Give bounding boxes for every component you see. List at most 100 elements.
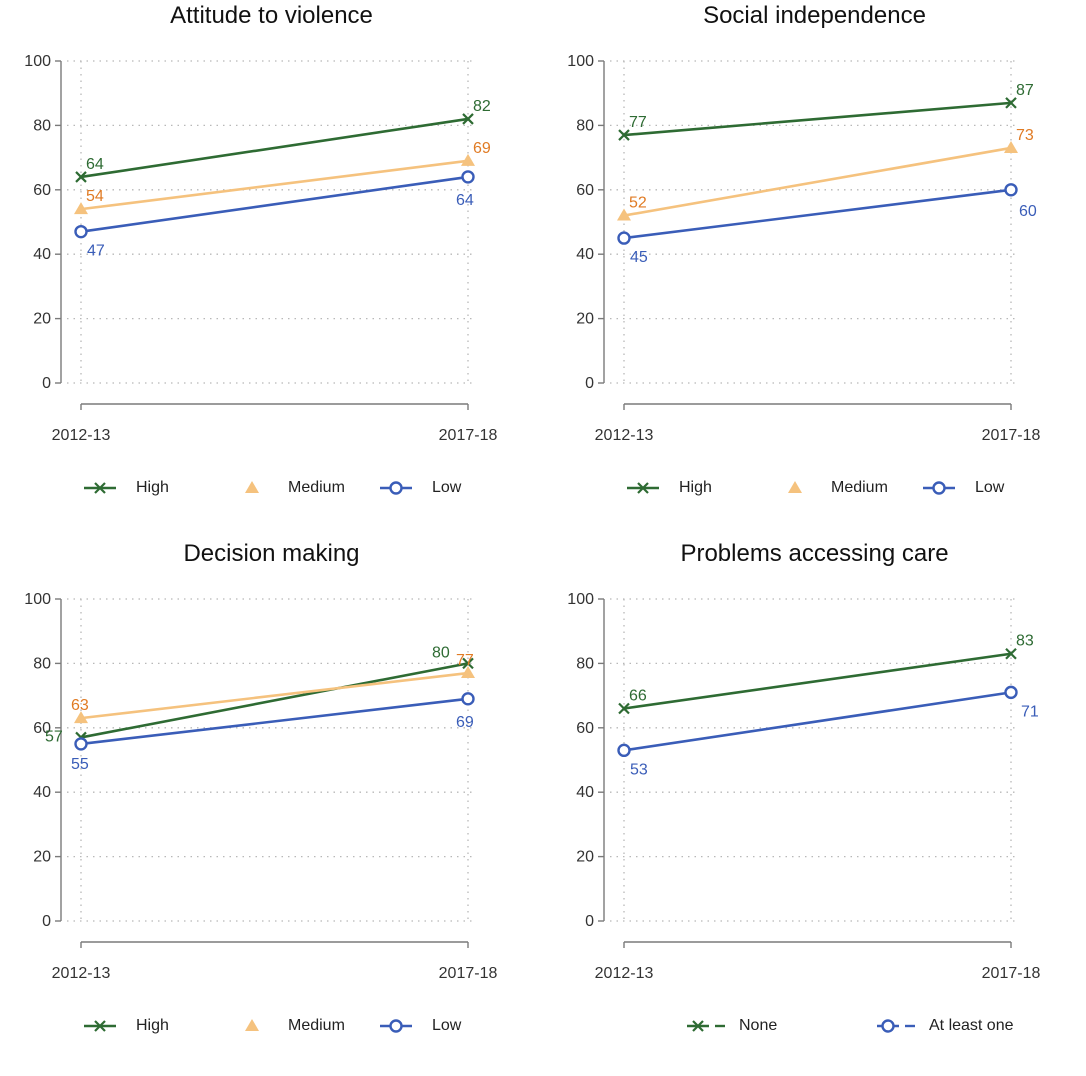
legend-label: Low bbox=[432, 479, 462, 496]
data-label: 77 bbox=[629, 114, 647, 131]
x-tick-label: 2012-13 bbox=[595, 427, 654, 444]
series-high: 57 80 bbox=[45, 644, 474, 745]
chart-legend: None At least one bbox=[543, 1012, 1086, 1040]
data-label: 83 bbox=[1016, 633, 1034, 650]
legend-item-none: None bbox=[683, 1012, 777, 1040]
legend-marker bbox=[94, 482, 106, 494]
legend-item-medium: Medium bbox=[775, 474, 888, 502]
gridlines bbox=[610, 60, 1018, 384]
y-tick-label: 60 bbox=[576, 720, 594, 737]
series-medium: 63 77 bbox=[71, 652, 475, 724]
data-point bbox=[461, 692, 475, 706]
series-line bbox=[80, 671, 469, 720]
legend-item-low: Low bbox=[919, 474, 1004, 502]
y-tick-label: 80 bbox=[576, 117, 594, 134]
data-point bbox=[461, 666, 475, 679]
legend-label: High bbox=[136, 479, 169, 496]
data-point bbox=[1004, 140, 1018, 153]
x-tick-label: 2012-13 bbox=[595, 965, 654, 982]
data-label: 71 bbox=[1021, 703, 1039, 720]
y-tick-label: 60 bbox=[33, 182, 51, 199]
y-tick-label: 60 bbox=[576, 182, 594, 199]
x-tick-label: 2017-18 bbox=[982, 427, 1041, 444]
chart-title: Decision making bbox=[183, 540, 360, 567]
y-tick-label: 40 bbox=[33, 784, 51, 801]
x-tick-label: 2017-18 bbox=[982, 965, 1041, 982]
gridlines bbox=[67, 598, 475, 922]
data-point bbox=[617, 743, 631, 758]
data-label: 82 bbox=[473, 98, 491, 115]
y-tick-label: 80 bbox=[33, 117, 51, 134]
y-axis: 0 20 40 60 80 100 bbox=[24, 53, 62, 392]
legend-label: Low bbox=[975, 479, 1005, 496]
chart-panel-3: Decision making 0 20 40 60 80 100 2012-13 2017-… bbox=[0, 538, 543, 1076]
legend-marker bbox=[881, 1019, 895, 1033]
y-tick-label: 20 bbox=[576, 311, 594, 328]
legend-key bbox=[923, 481, 955, 495]
y-tick-label: 80 bbox=[576, 655, 594, 672]
series-line bbox=[623, 652, 1012, 710]
y-tick-label: 20 bbox=[576, 849, 594, 866]
chart-plot: 0 20 40 60 80 100 2012-13 2017-18 66 83 53 71 bbox=[567, 591, 1041, 982]
series-low: 55 69 bbox=[71, 692, 475, 773]
data-point bbox=[618, 129, 630, 141]
data-point bbox=[74, 202, 88, 215]
data-point bbox=[617, 231, 631, 245]
legend-label: At least one bbox=[929, 1017, 1014, 1034]
series-line bbox=[80, 662, 469, 739]
y-tick-label: 40 bbox=[576, 246, 594, 263]
series-line bbox=[623, 146, 1012, 217]
series-medium: 54 69 bbox=[74, 140, 491, 215]
legend-marker bbox=[692, 1020, 704, 1032]
data-point bbox=[461, 153, 475, 166]
data-label: 47 bbox=[87, 243, 105, 260]
gridlines bbox=[610, 598, 1018, 922]
data-label: 60 bbox=[1019, 203, 1037, 220]
y-tick-label: 20 bbox=[33, 311, 51, 328]
series-line bbox=[623, 691, 1012, 752]
data-label: 53 bbox=[630, 761, 648, 778]
data-label: 77 bbox=[456, 652, 474, 669]
x-axis: 2012-13 2017-18 bbox=[52, 941, 498, 982]
x-axis: 2012-13 2017-18 bbox=[595, 941, 1041, 982]
chart-title: Attitude to violence bbox=[170, 2, 373, 29]
data-point bbox=[617, 208, 631, 221]
series-line bbox=[80, 697, 469, 746]
y-axis: 0 20 40 60 80 100 bbox=[567, 591, 605, 930]
y-tick-label: 0 bbox=[585, 913, 594, 930]
series-high: 77 87 bbox=[618, 82, 1034, 141]
x-tick-label: 2017-18 bbox=[439, 965, 498, 982]
y-tick-label: 60 bbox=[33, 720, 51, 737]
legend-key bbox=[380, 1019, 412, 1033]
data-point bbox=[462, 657, 474, 670]
series-low: 47 64 bbox=[74, 170, 475, 260]
legend-marker bbox=[389, 481, 403, 495]
chart-panel-1: Attitude to violence 0 20 40 60 80 100 2012-13… bbox=[0, 0, 543, 538]
chart-plot: 0 20 40 60 80 100 2012-13 2017-18 77 87 52 73 45 60 bbox=[567, 53, 1041, 444]
data-point bbox=[74, 737, 88, 751]
data-point bbox=[74, 224, 88, 239]
y-tick-label: 100 bbox=[567, 53, 594, 70]
y-tick-label: 0 bbox=[585, 375, 594, 392]
series-low: 45 60 bbox=[617, 183, 1037, 266]
legend-item-low: Low bbox=[376, 1012, 461, 1040]
legend-key bbox=[687, 1020, 725, 1032]
x-tick-label: 2012-13 bbox=[52, 427, 111, 444]
y-tick-label: 100 bbox=[24, 591, 51, 608]
y-axis: 0 20 40 60 80 100 bbox=[567, 53, 605, 392]
legend-key bbox=[245, 481, 259, 493]
data-point bbox=[1004, 183, 1018, 197]
legend-key bbox=[627, 482, 659, 494]
series-high: 64 82 bbox=[75, 98, 491, 183]
data-label: 64 bbox=[86, 156, 104, 173]
series-line bbox=[623, 188, 1012, 240]
series-line bbox=[80, 175, 469, 233]
y-tick-label: 20 bbox=[33, 849, 51, 866]
data-label: 64 bbox=[456, 192, 474, 209]
data-label: 63 bbox=[71, 697, 89, 714]
gridlines bbox=[67, 60, 475, 384]
legend-key bbox=[245, 1019, 259, 1031]
data-point bbox=[462, 113, 474, 125]
data-point bbox=[461, 170, 475, 184]
chart-plot: 0 20 40 60 80 100 2012-13 2017-18 64 82 54 69 47 64 bbox=[24, 53, 497, 444]
